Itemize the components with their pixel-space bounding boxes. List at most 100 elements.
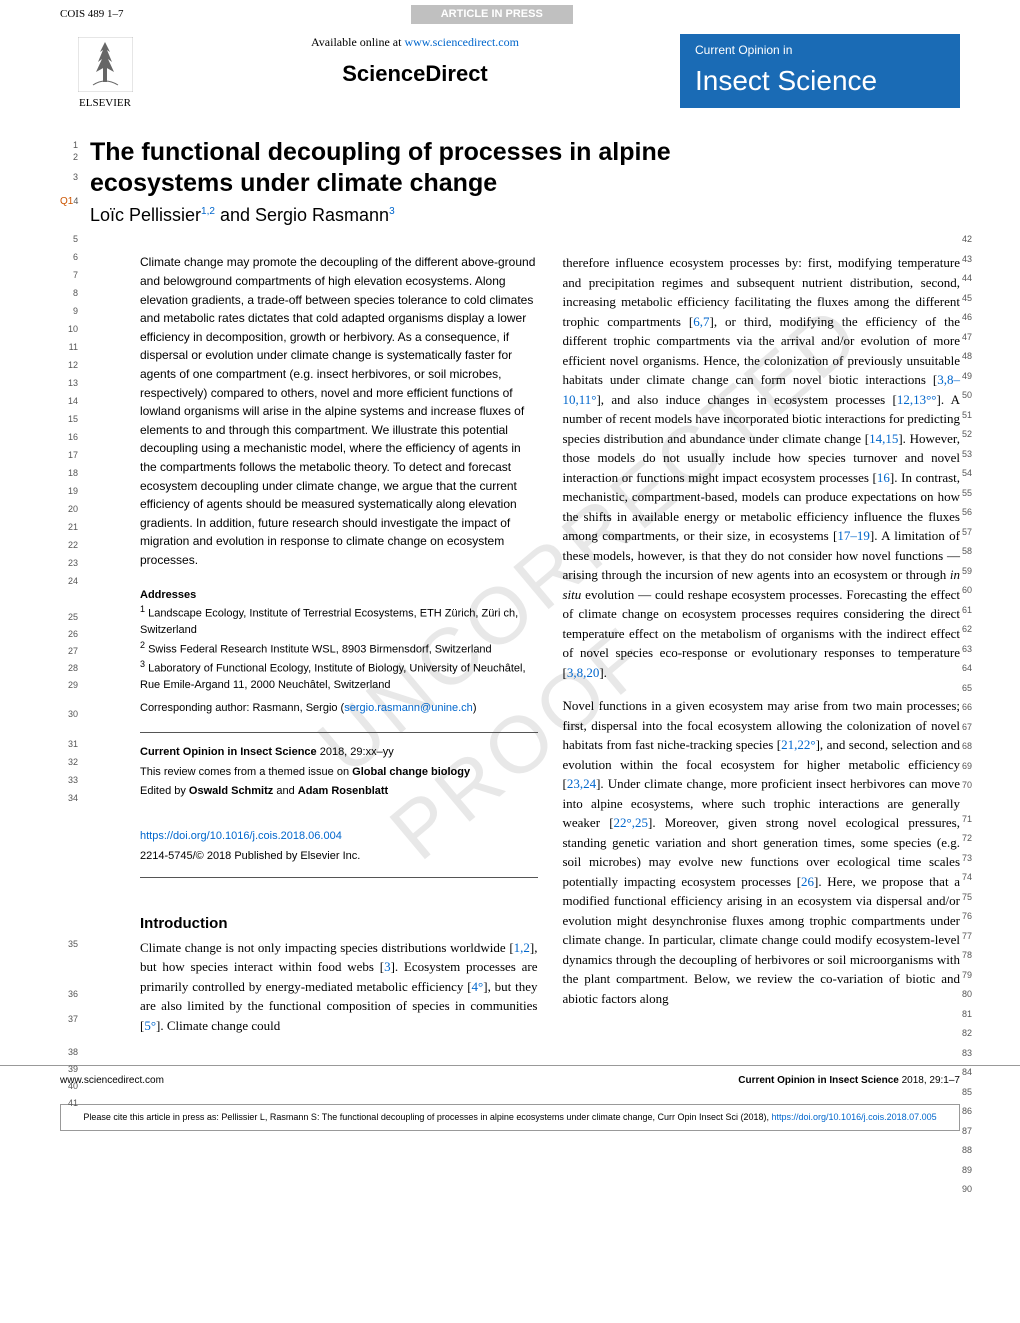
cite-box: Please cite this article in press as: Pe… [60,1104,960,1131]
line-number: 46 [962,311,980,324]
line-number: 36 [60,988,78,1001]
elsevier-tree-icon [75,34,135,94]
line-number: 57 [962,526,980,539]
line-number: 7 [60,269,78,282]
right-column: therefore influence ecosystem processes … [563,253,961,1035]
line-number: 69 [962,760,980,773]
content-area: 5678910111213141516171819202122232425262… [0,233,1020,1050]
line-number: 29 [60,679,78,692]
available-text: Available online at www.sciencedirect.co… [170,34,660,51]
line-number: 15 [60,413,78,426]
line-number: 72 [962,832,980,845]
line-number: 12 [60,359,78,372]
line-number: 80 [962,988,980,1001]
line-number: Q14 [60,195,78,209]
line-number: 35 [60,938,78,951]
line-number: 5 [60,233,78,246]
line-number: 25 [60,611,78,624]
line-number: 10 [60,323,78,336]
line-number: 70 [962,779,980,792]
footer-bar: www.sciencedirect.com Current Opinion in… [0,1065,1020,1096]
elsevier-label: ELSEVIER [79,96,131,111]
line-number: 85 [962,1086,980,1099]
line-number: 74 [962,871,980,884]
line-number: 34 [60,792,78,805]
line-number: 84 [962,1066,980,1079]
line-number: 65 [962,682,980,695]
line-number: 75 [962,891,980,904]
line-number: 42 [962,233,980,246]
line-number: 11 [60,341,78,354]
line-number: 62 [962,623,980,636]
article-title-line2: ecosystems under climate change [90,168,960,199]
line-number: 33 [60,774,78,787]
line-number: 37 [60,1013,78,1026]
line-number: 81 [962,1008,980,1021]
line-number: 56 [962,506,980,519]
line-number: 66 [962,701,980,714]
journal-name: Insect Science [695,61,945,100]
line-number: 8 [60,287,78,300]
line-number: 77 [962,930,980,943]
addresses: 1 Landscape Ecology, Institute of Terres… [140,603,538,693]
line-number: 16 [60,431,78,444]
line-number: 60 [962,584,980,597]
header-bar: COIS 489 1–7 ARTICLE IN PRESS [0,0,1020,29]
center-block: Available online at www.sciencedirect.co… [170,34,660,90]
top-section: ELSEVIER Available online at www.science… [0,29,1020,126]
line-number: 43 [962,253,980,266]
line-number: 22 [60,539,78,552]
line-number: 78 [962,949,980,962]
journal-block: Current Opinion in Insect Science [680,34,960,108]
article-id: COIS 489 1–7 [60,7,124,22]
line-number: 63 [962,643,980,656]
line-number: 90 [962,1183,980,1196]
line-number: 18 [60,467,78,480]
email-link[interactable]: sergio.rasmann@unine.ch [344,702,473,714]
line-number: 38 [60,1046,78,1059]
line-number: 50 [962,389,980,402]
line-number: 14 [60,395,78,408]
line-number: 55 [962,487,980,500]
right-para1: therefore influence ecosystem processes … [563,253,961,682]
line-number: 83 [962,1047,980,1060]
doi-link[interactable]: https://doi.org/10.1016/j.cois.2018.06.0… [140,830,342,842]
line-number: 52 [962,428,980,441]
introduction-header: Introduction [140,913,538,934]
line-number: 13 [60,377,78,390]
line-number: 3 [60,171,78,184]
journal-top: Current Opinion in [695,42,945,59]
line-number: 47 [962,331,980,344]
line-number: 76 [962,910,980,923]
corresponding-author: Corresponding author: Rasmann, Sergio (s… [140,701,538,716]
line-number: 86 [962,1105,980,1118]
line-number: 44 [962,272,980,285]
line-number: 58 [962,545,980,558]
line-number: 32 [60,756,78,769]
line-number: 27 [60,645,78,658]
line-number: 31 [60,738,78,751]
line-number: 45 [962,292,980,305]
info-box: Current Opinion in Insect Science 2018, … [140,732,538,878]
sciencedirect-link[interactable]: www.sciencedirect.com [404,35,519,49]
line-number: 79 [962,969,980,982]
line-number: 82 [962,1027,980,1040]
line-number: 12 [60,139,78,164]
line-number: 21 [60,521,78,534]
line-number: 51 [962,409,980,422]
right-para2: Novel functions in a given ecosystem may… [563,696,961,1008]
line-number: 68 [962,740,980,753]
line-number: 26 [60,628,78,641]
addresses-header: Addresses [140,588,538,603]
line-number: 67 [962,721,980,734]
elsevier-block: ELSEVIER [60,34,150,111]
line-number: 87 [962,1125,980,1138]
line-number: 73 [962,852,980,865]
line-number: 59 [962,565,980,578]
title-section: The functional decoupling of processes i… [0,127,1020,234]
intro-para: Climate change is not only impacting spe… [140,938,538,1036]
left-column: Climate change may promote the decouplin… [140,253,538,1035]
line-number: 28 [60,662,78,675]
line-number: 39 [60,1063,78,1076]
line-number: 6 [60,251,78,264]
